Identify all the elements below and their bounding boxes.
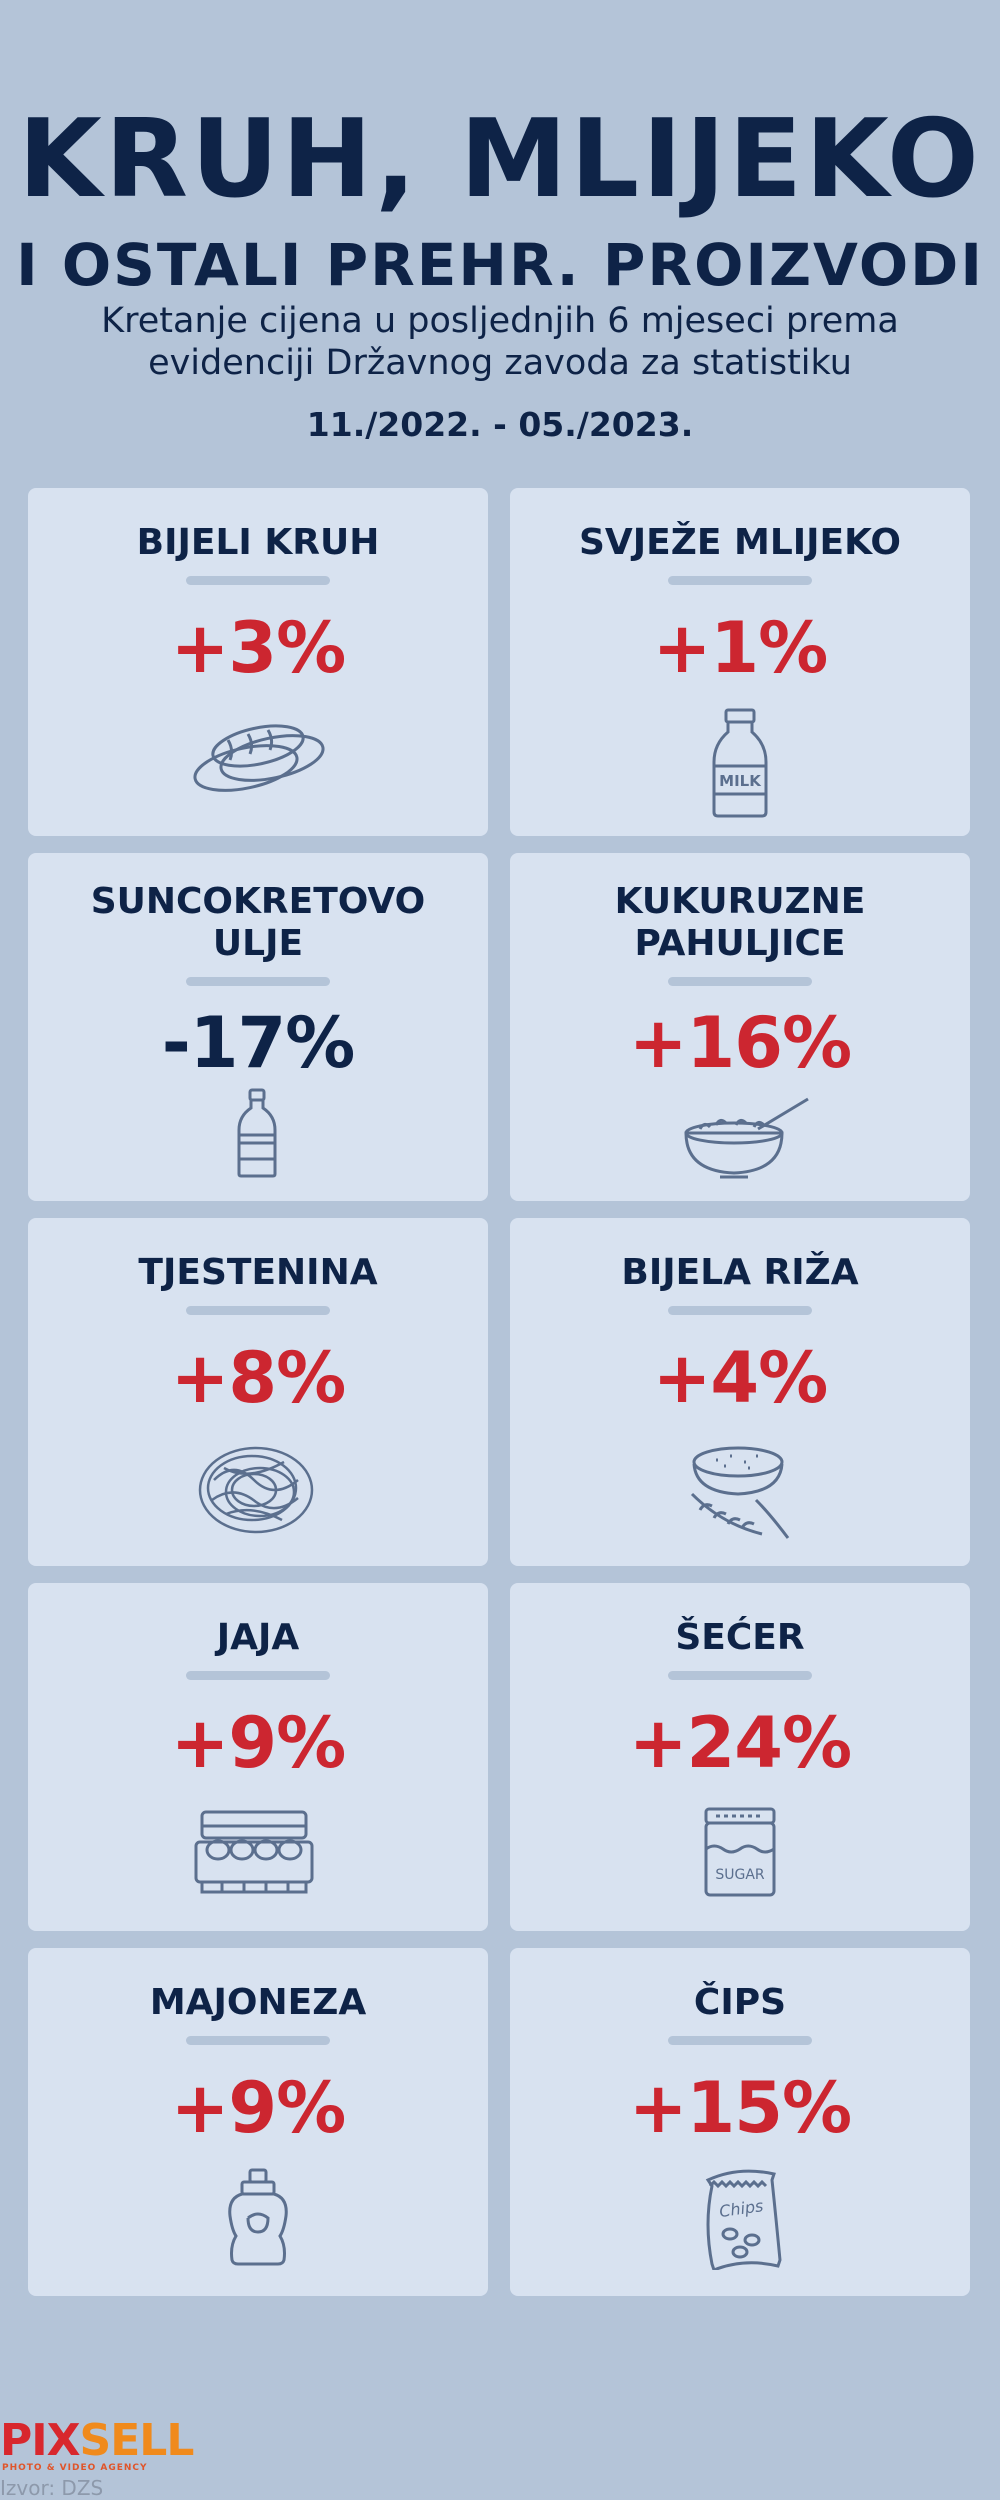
cereal-bowl-icon [680, 1093, 816, 1183]
price-change: +8% [170, 1337, 347, 1419]
card-title: ŠEĆER [675, 1617, 805, 1658]
divider [186, 1306, 330, 1315]
card-title: MAJONEZA [149, 1982, 367, 2023]
card-bijela-riza: BIJELA RIŽA +4% [510, 1218, 970, 1566]
divider [668, 1306, 812, 1315]
price-change: +9% [170, 1702, 347, 1784]
divider [668, 576, 812, 585]
sugar-jar-icon: SUGAR [700, 1805, 780, 1901]
divider [668, 977, 812, 986]
source-note: Izvor: DZS [0, 2476, 104, 2500]
price-change: +4% [652, 1337, 829, 1419]
pixsell-logo: PIXSELL [0, 2415, 194, 2466]
card-tjestenina: TJESTENINA +8% [28, 1218, 488, 1566]
divider [668, 1671, 812, 1680]
card-title: SVJEŽE MLIJEKO [578, 522, 902, 563]
price-change: +9% [170, 2067, 347, 2149]
card-title: TJESTENINA [138, 1252, 378, 1293]
price-change: +24% [628, 1702, 852, 1784]
card-title: BIJELA RIŽA [621, 1252, 859, 1293]
card-cips: ČIPS +15% Chips [510, 1948, 970, 2296]
card-kukuruzne-pahuljice: KUKURUZNE PAHULJICE +16% [510, 853, 970, 1201]
period: 11./2022. - 05./2023. [306, 405, 694, 444]
egg-carton-icon [192, 1808, 316, 1898]
card-svjeze-mlijeko: SVJEŽE MLIJEKO +1% MILK [510, 488, 970, 836]
divider [186, 576, 330, 585]
price-change: -17% [161, 1002, 356, 1084]
card-bijeli-kruh: BIJELI KRUH +3% [28, 488, 488, 836]
card-title: BIJELI KRUH [136, 522, 380, 563]
divider [668, 2036, 812, 2045]
title-line-1: KRUH, MLIJEKO [18, 97, 982, 222]
card-title: KUKURUZNE PAHULJICE [614, 881, 866, 964]
svg-text:SUGAR: SUGAR [715, 1867, 765, 1883]
svg-text:MILK: MILK [719, 772, 762, 790]
subtitle: Kretanje cijena u posljednjih 6 mjeseci … [101, 301, 899, 383]
title-line-2: I OSTALI PREHR. PROIZVODI [16, 231, 984, 299]
svg-text:Chips: Chips [718, 2196, 764, 2221]
divider [186, 977, 330, 986]
milk-bottle-icon: MILK [708, 706, 772, 820]
divider [186, 1671, 330, 1680]
price-change: +3% [170, 607, 347, 689]
divider [186, 2036, 330, 2045]
card-title: SUNCOKRETOVO ULJE [90, 881, 426, 964]
card-secer: ŠEĆER +24% SUGAR [510, 1583, 970, 1931]
rice-bowl-icon [686, 1440, 796, 1540]
chips-bag-icon: Chips [700, 2166, 782, 2270]
card-majoneza: MAJONEZA +9% [28, 1948, 488, 2296]
price-change: +1% [652, 607, 829, 689]
oil-bottle-icon [234, 1087, 280, 1179]
mayonnaise-bottle-icon [224, 2168, 292, 2268]
bread-icon [188, 710, 328, 810]
card-suncokretovo-ulje: SUNCOKRETOVO ULJE -17% [28, 853, 488, 1201]
card-jaja: JAJA +9% [28, 1583, 488, 1931]
price-change: +16% [628, 1002, 852, 1084]
pasta-icon [194, 1440, 318, 1540]
price-change: +15% [628, 2067, 852, 2149]
card-title: ČIPS [693, 1982, 787, 2023]
logo-tagline: PHOTO & VIDEO AGENCY [2, 2463, 148, 2473]
card-title: JAJA [216, 1617, 300, 1658]
